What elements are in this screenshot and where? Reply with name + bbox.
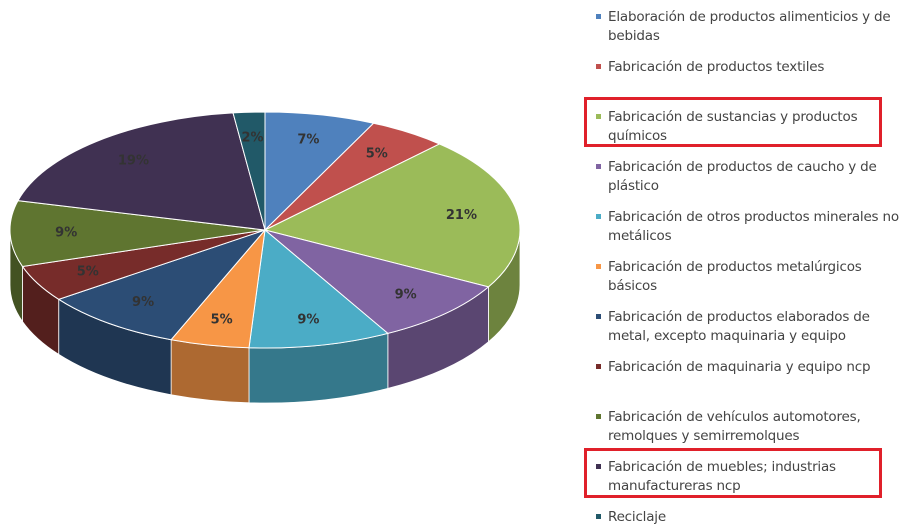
legend-label: Fabricación de productos metalúrgicos bá… [608,259,862,294]
slice [17,112,266,231]
slice [248,229,389,349]
legend-label: Fabricación de muebles; industrias manuf… [608,459,836,494]
legend-item: Fabricación de productos elaborados de m… [596,308,908,346]
legend-swatch [596,414,601,419]
highlight-box [584,448,882,498]
legend-swatch [596,314,601,319]
legend-label: Elaboración de productos alimenticios y … [608,9,891,44]
data-label: 5% [366,146,388,161]
legend-swatch [596,514,601,519]
legend-item: Fabricación de sustancias y productos qu… [596,108,908,146]
data-label: 9% [395,288,417,303]
legend-item: Fabricación de productos metalúrgicos bá… [596,258,908,296]
legend-swatch [596,164,601,169]
data-label: 5% [77,264,99,279]
legend-label: Fabricación de vehículos automotores, re… [608,409,861,444]
data-label: 19% [118,153,149,168]
legend-swatch [596,264,601,269]
data-label: 9% [297,312,319,327]
legend-item: Fabricación de vehículos automotores, re… [596,408,908,446]
legend-label: Reciclaje [608,509,666,525]
data-label: 5% [211,312,233,327]
legend-swatch [596,114,601,119]
legend-item: Fabricación de productos textiles [596,58,908,77]
legend-swatch [596,464,601,469]
legend-label: Fabricación de maquinaria y equipo ncp [608,359,871,375]
data-label: 9% [55,225,77,240]
slice [264,229,490,334]
data-label: 9% [132,295,154,310]
legend-item: Fabricación de otros productos minerales… [596,208,908,246]
slice-side [170,339,250,404]
slice [263,143,521,288]
legend-label: Fabricación de otros productos minerales… [608,209,899,244]
chart: 7% 5% 21% 9% 9% 5% 9% 5% 9% 19% 2% [9,111,521,404]
slice [264,111,375,232]
data-label: 21% [446,208,477,223]
highlight-box [584,97,882,147]
legend-item: Fabricación de productos de caucho y de … [596,158,908,196]
data-label: 2% [241,131,263,146]
legend-item: Elaboración de productos alimenticios y … [596,8,908,46]
data-label: 7% [297,133,319,148]
legend-swatch [596,214,601,219]
slice [232,111,266,231]
legend-swatch [596,14,601,19]
slice [57,228,267,341]
legend-item: Fabricación de muebles; industrias manuf… [596,458,908,496]
legend-label: Fabricación de productos elaborados de m… [608,309,870,344]
legend-swatch [596,64,601,69]
legend-item: Fabricación de maquinaria y equipo ncp [596,358,908,377]
legend-label: Fabricación de productos textiles [608,59,825,75]
legend-label: Fabricación de sustancias y productos qu… [608,109,858,144]
legend-item: Reciclaje [596,508,908,527]
slice [9,200,266,268]
legend-swatch [596,364,601,369]
legend-label: Fabricación de productos de caucho y de … [608,159,877,194]
